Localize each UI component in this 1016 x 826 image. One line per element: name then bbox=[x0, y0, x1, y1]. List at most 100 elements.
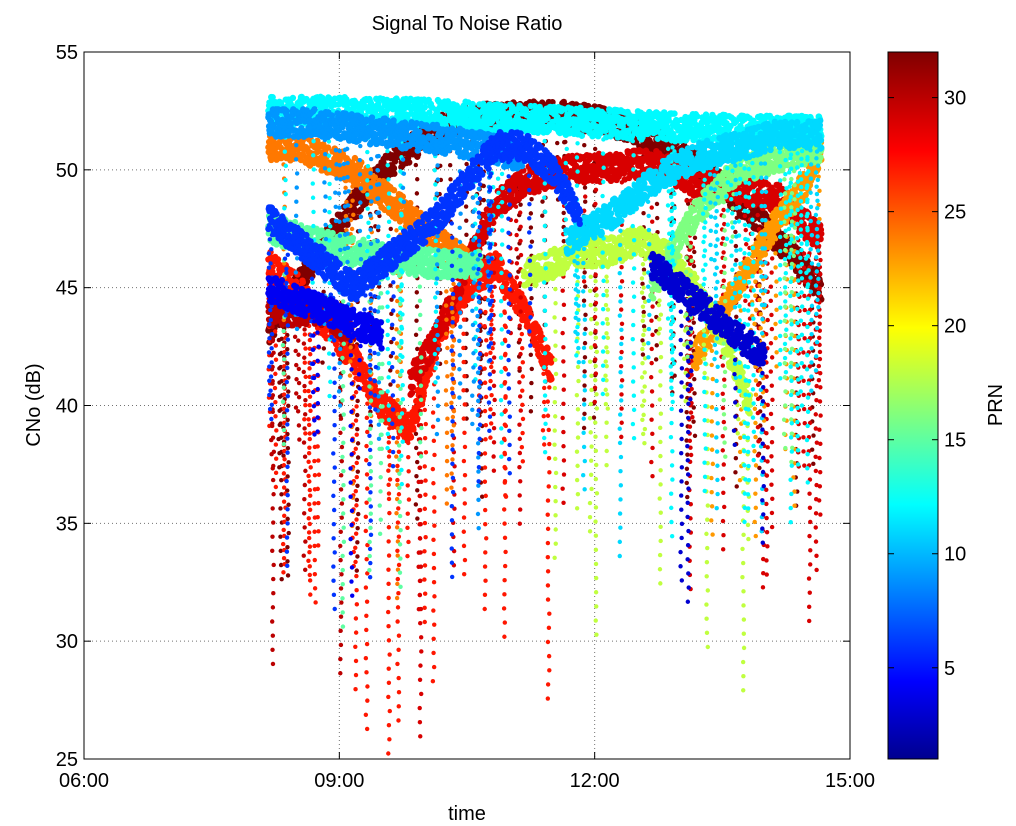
data-point bbox=[461, 359, 466, 365]
data-point bbox=[619, 420, 624, 425]
data-point bbox=[545, 696, 551, 701]
data-point bbox=[405, 159, 413, 166]
data-point bbox=[502, 620, 508, 625]
data-point bbox=[396, 562, 402, 568]
data-point bbox=[307, 578, 313, 583]
data-point bbox=[488, 350, 493, 355]
data-point bbox=[545, 583, 551, 588]
data-point bbox=[353, 686, 358, 692]
data-point bbox=[540, 428, 546, 433]
data-point bbox=[641, 210, 646, 216]
data-point bbox=[640, 281, 645, 287]
data-point bbox=[306, 451, 312, 456]
data-point bbox=[503, 395, 508, 400]
data-point bbox=[307, 337, 313, 343]
data-point bbox=[520, 459, 526, 464]
data-point bbox=[689, 386, 694, 392]
data-point bbox=[307, 507, 313, 512]
data-point bbox=[517, 507, 523, 512]
data-point bbox=[582, 185, 588, 190]
data-point bbox=[461, 317, 467, 322]
data-point bbox=[650, 474, 655, 479]
data-point bbox=[514, 261, 520, 266]
data-point bbox=[396, 718, 401, 723]
data-point bbox=[561, 458, 567, 463]
data-point bbox=[395, 605, 401, 610]
data-point bbox=[278, 421, 283, 426]
data-point bbox=[518, 252, 524, 258]
data-point bbox=[408, 389, 416, 397]
data-point bbox=[419, 479, 424, 485]
data-point bbox=[462, 402, 467, 407]
data-point bbox=[302, 417, 307, 422]
data-point bbox=[593, 300, 599, 306]
data-point bbox=[488, 364, 494, 370]
data-point bbox=[503, 324, 508, 330]
data-point bbox=[547, 470, 552, 475]
data-point bbox=[364, 443, 369, 449]
data-point bbox=[365, 684, 370, 689]
data-point bbox=[386, 539, 391, 544]
data-point bbox=[355, 427, 360, 432]
data-point bbox=[312, 529, 317, 534]
data-point bbox=[376, 284, 382, 289]
data-point bbox=[279, 336, 284, 341]
data-point bbox=[308, 408, 313, 414]
data-point bbox=[431, 438, 437, 444]
data-point bbox=[278, 548, 283, 554]
data-point bbox=[405, 511, 410, 516]
data-point bbox=[406, 469, 411, 474]
data-point bbox=[462, 557, 468, 563]
data-point bbox=[619, 307, 624, 312]
data-point bbox=[555, 140, 560, 146]
data-point bbox=[396, 591, 401, 596]
data-point bbox=[481, 183, 486, 189]
data-point bbox=[491, 440, 497, 445]
data-point bbox=[414, 290, 419, 295]
data-point bbox=[281, 453, 286, 458]
data-point bbox=[483, 422, 489, 428]
data-point bbox=[307, 436, 312, 442]
data-point bbox=[518, 224, 523, 229]
data-point bbox=[395, 548, 400, 554]
data-point bbox=[518, 210, 523, 215]
data-point bbox=[593, 328, 598, 334]
data-point bbox=[430, 466, 436, 472]
data-point bbox=[353, 418, 359, 423]
data-point bbox=[545, 540, 551, 546]
data-point bbox=[690, 415, 695, 420]
data-point bbox=[354, 432, 359, 437]
data-point bbox=[417, 465, 423, 470]
data-point bbox=[503, 423, 509, 429]
data-point bbox=[518, 479, 523, 484]
data-point bbox=[286, 530, 291, 536]
data-point bbox=[479, 494, 485, 499]
data-point bbox=[316, 472, 322, 477]
data-point bbox=[529, 239, 535, 244]
data-point bbox=[561, 387, 566, 392]
data-point bbox=[354, 517, 359, 522]
data-point bbox=[721, 250, 726, 255]
data-point bbox=[410, 426, 417, 433]
data-point bbox=[649, 318, 654, 323]
data-point bbox=[387, 765, 391, 769]
data-point bbox=[389, 339, 394, 345]
data-point bbox=[518, 351, 523, 357]
data-point bbox=[395, 520, 401, 525]
data-point bbox=[396, 647, 401, 652]
data-point bbox=[502, 507, 507, 512]
data-point bbox=[483, 521, 488, 527]
data-point bbox=[649, 403, 655, 408]
data-point bbox=[563, 139, 568, 145]
data-point bbox=[757, 465, 762, 471]
data-point bbox=[423, 478, 428, 483]
data-point bbox=[409, 383, 416, 391]
data-point bbox=[356, 511, 361, 517]
data-point bbox=[488, 378, 493, 384]
data-point bbox=[386, 694, 391, 700]
data-point bbox=[517, 464, 522, 470]
data-point bbox=[721, 264, 727, 269]
data-point bbox=[316, 529, 321, 534]
data-point bbox=[432, 622, 437, 627]
data-point bbox=[529, 366, 534, 372]
